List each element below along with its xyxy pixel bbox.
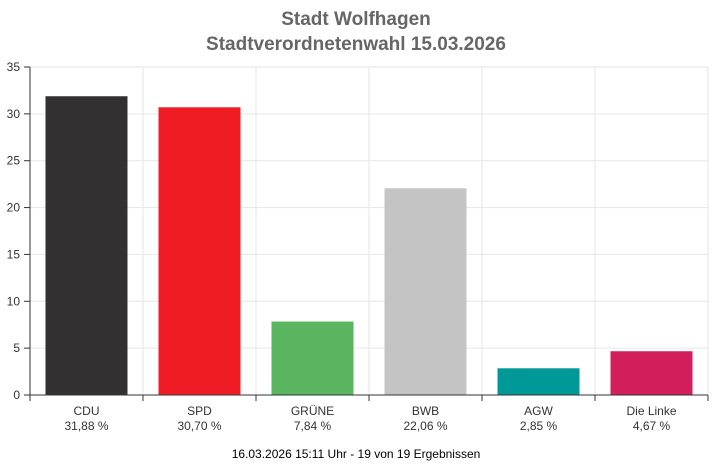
y-tick-label: 30 xyxy=(7,107,21,121)
y-tick-label: 20 xyxy=(7,201,21,215)
bar-agw xyxy=(497,368,580,395)
data-label: 4,67 % xyxy=(633,419,671,433)
data-label: 31,88 % xyxy=(64,419,108,433)
bar-gr-ne xyxy=(271,321,354,395)
x-tick-label: AGW xyxy=(524,404,553,418)
bars xyxy=(45,96,693,395)
data-label: 30,70 % xyxy=(177,419,221,433)
chart-title: Stadt Wolfhagen xyxy=(281,9,431,30)
x-tick-label: BWB xyxy=(412,404,439,418)
x-tick-label: CDU xyxy=(74,404,100,418)
x-tick-label: Die Linke xyxy=(626,404,676,418)
y-tick-label: 5 xyxy=(13,341,20,355)
y-tick-label: 25 xyxy=(7,154,21,168)
data-label: 7,84 % xyxy=(294,419,332,433)
chart-subtitle: Stadtverordnetenwahl 15.03.2026 xyxy=(206,34,506,55)
data-label: 2,85 % xyxy=(520,419,558,433)
y-tick-label: 10 xyxy=(7,294,21,308)
y-tick-label: 0 xyxy=(13,388,20,402)
footer-status: 16.03.2026 15:11 Uhr - 19 von 19 Ergebni… xyxy=(231,447,481,461)
x-tick-label: GRÜNE xyxy=(291,404,334,418)
bar-bwb xyxy=(384,188,467,395)
bar-spd xyxy=(158,107,241,395)
y-tick-label: 15 xyxy=(7,247,21,261)
y-tick-label: 35 xyxy=(7,60,21,74)
bar-cdu xyxy=(45,96,128,395)
gridlines xyxy=(29,66,709,395)
x-tick-label: SPD xyxy=(187,404,212,418)
data-label: 22,06 % xyxy=(403,419,447,433)
bar-die-linke xyxy=(610,351,693,395)
axes xyxy=(24,66,709,401)
